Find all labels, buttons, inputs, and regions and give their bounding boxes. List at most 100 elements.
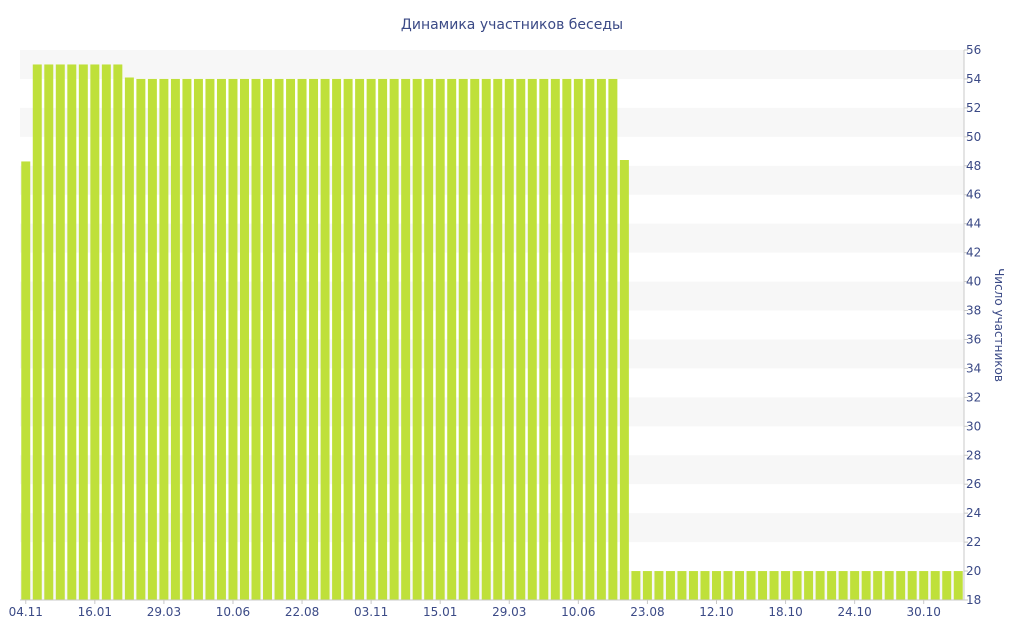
y-tick-label: 28 bbox=[966, 448, 981, 462]
bar bbox=[447, 78, 457, 600]
bar bbox=[286, 78, 296, 600]
bar bbox=[573, 78, 583, 600]
bar bbox=[562, 78, 572, 600]
bar bbox=[182, 78, 192, 600]
y-tick-label: 26 bbox=[966, 477, 981, 491]
bar bbox=[712, 571, 721, 600]
bar bbox=[700, 571, 710, 600]
bar bbox=[919, 571, 929, 600]
bar bbox=[90, 64, 100, 601]
x-tick-label: 23.08 bbox=[630, 605, 664, 619]
bar bbox=[170, 78, 180, 600]
bar bbox=[884, 571, 894, 600]
y-tick-labels: 18 20 22 24 26 28 30 32 34 36 38 40 42 44 46 48 50 52 54 56 bbox=[964, 43, 981, 607]
bar bbox=[401, 78, 411, 600]
bar bbox=[504, 78, 514, 600]
grid-band bbox=[20, 50, 964, 79]
bar bbox=[930, 571, 940, 600]
bar bbox=[792, 571, 802, 600]
bar bbox=[896, 571, 906, 600]
bar bbox=[44, 64, 54, 601]
x-tick-label: 15.01 bbox=[423, 605, 457, 619]
bar bbox=[320, 78, 330, 600]
bar bbox=[873, 571, 883, 600]
bar bbox=[193, 78, 203, 600]
y-tick-label: 48 bbox=[966, 159, 981, 173]
y-tick-label: 20 bbox=[966, 564, 981, 578]
y-tick-label: 30 bbox=[966, 419, 981, 433]
y-tick-label: 56 bbox=[966, 43, 981, 57]
bar bbox=[113, 64, 123, 601]
bar bbox=[274, 78, 284, 600]
x-tick-label: 29.03 bbox=[147, 605, 181, 619]
y-tick-label: 40 bbox=[966, 275, 981, 289]
bar bbox=[147, 78, 157, 600]
bar bbox=[596, 78, 606, 600]
bar bbox=[735, 571, 744, 600]
bar bbox=[309, 78, 319, 600]
bar bbox=[665, 571, 675, 600]
axes bbox=[20, 50, 965, 601]
bar bbox=[619, 160, 629, 600]
y-tick-label: 34 bbox=[966, 361, 981, 375]
bar bbox=[332, 78, 342, 600]
bar bbox=[424, 78, 434, 600]
y-tick-label: 50 bbox=[966, 130, 981, 144]
y-tick-label: 44 bbox=[966, 217, 981, 231]
bar bbox=[654, 571, 664, 600]
bar bbox=[435, 78, 445, 600]
bar bbox=[827, 571, 837, 600]
bar bbox=[21, 161, 31, 600]
y-tick-label: 42 bbox=[966, 246, 981, 260]
x-tick-label: 10.06 bbox=[216, 605, 250, 619]
bar bbox=[642, 571, 652, 600]
x-tick-label: 12.10 bbox=[699, 605, 733, 619]
bar bbox=[136, 78, 146, 600]
y-tick-label: 36 bbox=[966, 332, 981, 346]
x-tick-label: 18.10 bbox=[768, 605, 802, 619]
x-tick-label: 03.11 bbox=[354, 605, 388, 619]
bar bbox=[78, 64, 88, 601]
bar bbox=[688, 571, 698, 600]
bar bbox=[953, 571, 963, 600]
x-tick-label: 22.08 bbox=[285, 605, 319, 619]
bar bbox=[804, 571, 814, 600]
y-tick-label: 32 bbox=[966, 390, 981, 404]
x-tick-label: 29.03 bbox=[492, 605, 526, 619]
bar bbox=[124, 77, 134, 600]
bar bbox=[470, 78, 480, 600]
bar bbox=[942, 571, 952, 600]
bar bbox=[746, 571, 756, 600]
y-tick-label: 46 bbox=[966, 188, 981, 202]
bar bbox=[907, 571, 917, 600]
bar bbox=[493, 78, 503, 600]
bar bbox=[815, 571, 825, 600]
bar bbox=[631, 571, 641, 600]
chart-title: Динамика участников беседы bbox=[401, 17, 623, 33]
bar bbox=[67, 64, 77, 601]
bar bbox=[101, 64, 111, 601]
bar bbox=[343, 78, 353, 600]
x-tick-label: 30.10 bbox=[907, 605, 941, 619]
bar bbox=[228, 78, 238, 600]
y-tick-label: 22 bbox=[966, 535, 981, 549]
bar bbox=[781, 571, 791, 600]
bar bbox=[481, 78, 491, 600]
bar bbox=[297, 78, 307, 600]
bar bbox=[378, 78, 388, 600]
bar bbox=[608, 78, 618, 600]
bar bbox=[769, 571, 779, 600]
x-tick-label: 24.10 bbox=[837, 605, 871, 619]
bar bbox=[389, 78, 399, 600]
y-tick-label: 18 bbox=[966, 593, 981, 607]
bar bbox=[251, 78, 261, 600]
bar bbox=[216, 78, 226, 600]
y-axis-label: Число участников bbox=[992, 268, 1006, 382]
x-tick-labels: 04.11 16.01 29.03 10.06 22.08 03.11 15.01 29.03… bbox=[9, 600, 941, 619]
bar bbox=[55, 64, 65, 601]
bar bbox=[677, 571, 687, 600]
y-tick-label: 24 bbox=[966, 506, 981, 520]
bar bbox=[516, 78, 526, 600]
